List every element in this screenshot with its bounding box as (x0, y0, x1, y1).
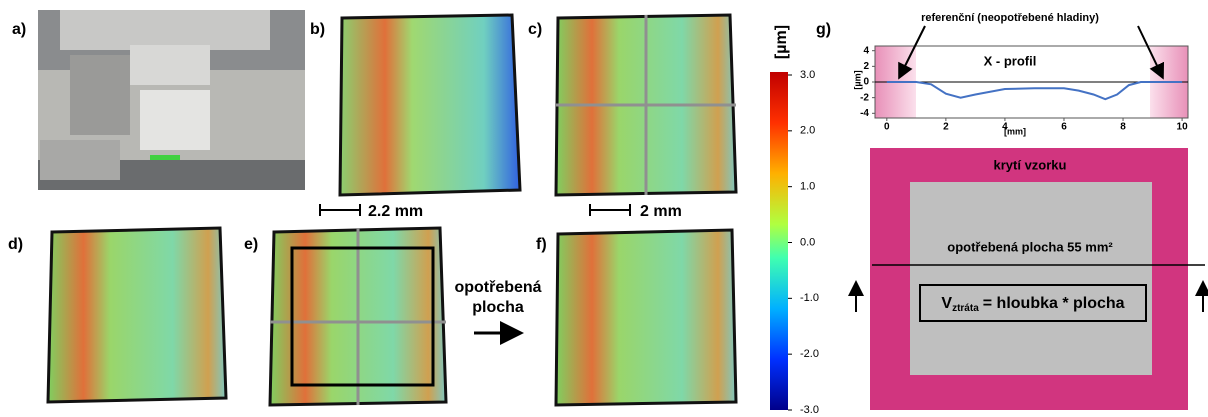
colorbar-tick-label: -2.0 (800, 348, 819, 360)
y-tick-label: -4 (860, 108, 869, 119)
colorbar (770, 72, 788, 410)
colorbar-tick-label: 2.0 (800, 125, 815, 137)
formula-v: V (941, 295, 952, 312)
formula-sub: ztráta (952, 303, 979, 314)
panel-label: d) (8, 236, 23, 253)
colorbar-unit: [µm] (773, 25, 790, 59)
panel-label: b) (310, 21, 325, 38)
panel-label: g) (816, 21, 831, 38)
scale-bar (320, 204, 630, 216)
cover-label: krytí vzorku (994, 157, 1067, 172)
colorbar-tick-label: 0.0 (800, 236, 815, 248)
arrow-label: plocha (472, 299, 524, 316)
colorbar-tick-label: 3.0 (800, 69, 815, 81)
colorbar-tick-label: 1.0 (800, 181, 815, 193)
profile-line (887, 82, 1182, 99)
panel-label: c) (528, 21, 542, 38)
scale-label: 2.2 mm (368, 203, 423, 220)
y-axis-label: [µm] (852, 70, 862, 89)
x-tick-label: 10 (1177, 122, 1189, 133)
arrow-label: opotřebená (454, 279, 541, 296)
panel-label: f) (536, 236, 547, 253)
x-tick-label: 8 (1120, 122, 1126, 133)
y-tick-label: 2 (863, 61, 869, 72)
chart-title: X - profil (984, 53, 1037, 68)
x-tick-label: 6 (1061, 122, 1067, 133)
panel-label: e) (244, 236, 258, 253)
colorbar-tick-label: -1.0 (800, 292, 819, 304)
colorbar-tick-label: -3.0 (800, 404, 819, 416)
photo (38, 10, 305, 190)
x-tick-label: 4 (1002, 122, 1008, 133)
x-tick-label: 2 (943, 122, 949, 133)
scale-label: 2 mm (640, 203, 682, 220)
y-tick-label: 0 (863, 77, 869, 88)
x-tick-label: 0 (884, 122, 890, 133)
worn-area (910, 182, 1152, 375)
panel-label: a) (12, 21, 26, 38)
formula-rest: = hloubka * plocha (983, 295, 1125, 312)
figure: a) b) c) d) e) f) g) 2.2 mm 2 mm opotřeb… (0, 0, 1208, 417)
area-label: opotřebená plocha 55 mm² (947, 239, 1113, 254)
annotation: referenční (neopotřebené hladiny) (921, 12, 1099, 24)
colorbar-ticks: 3.0 2.0 1.0 0.0 -1.0 -2.0 -3.0 (788, 69, 819, 416)
y-tick-label: 4 (863, 45, 869, 56)
y-tick-label: -2 (860, 92, 869, 103)
